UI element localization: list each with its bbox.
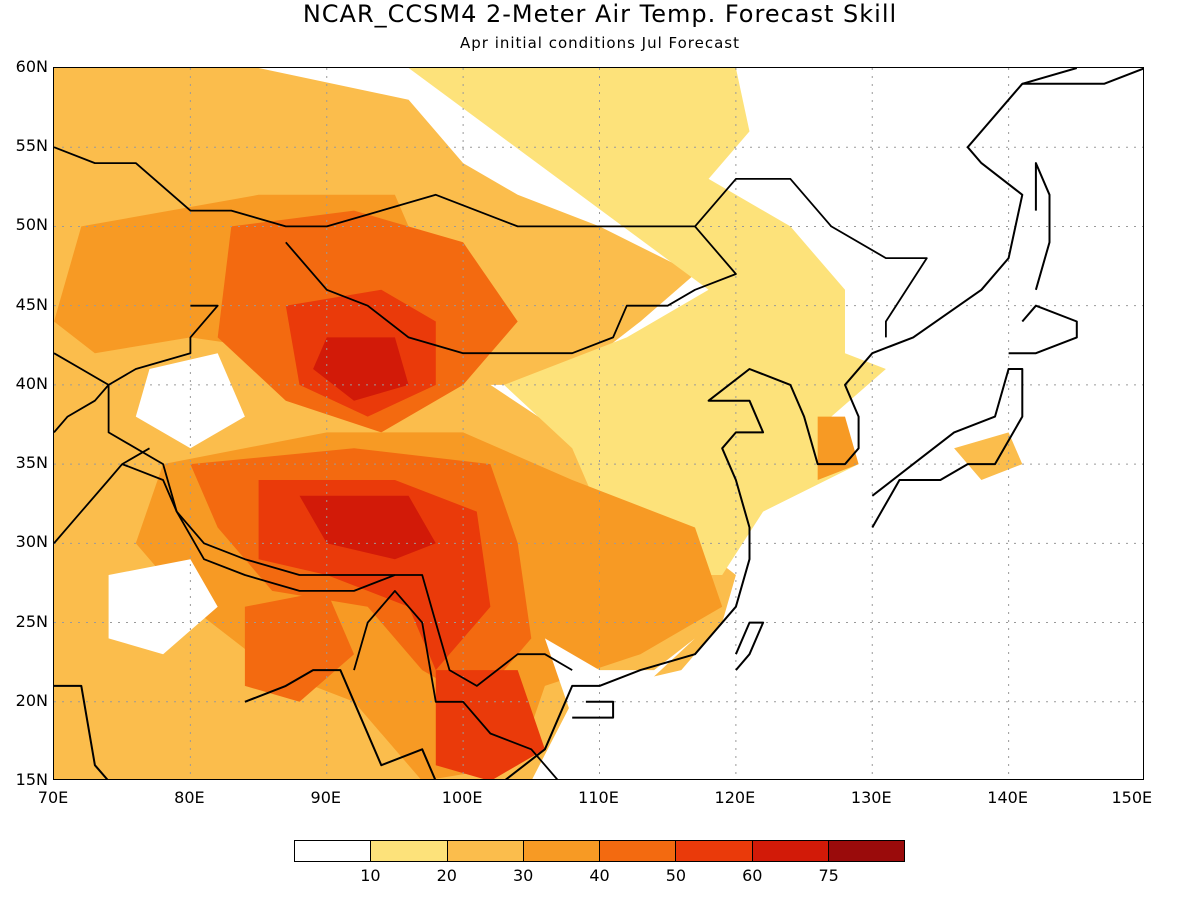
map-title: NCAR_CCSM4 2-Meter Air Temp. Forecast Sk… [302,0,898,28]
region-indochina-red [435,670,545,779]
lon-label: 140E [987,788,1028,807]
coastline-sakhalin-coast [1034,162,1051,291]
colorbar-bin [676,841,753,861]
lon-label: 130E [850,788,892,807]
lon-label: 110E [578,788,619,807]
coastline-hokkaido-coast [1008,304,1078,355]
coastline-taiwan-coast [734,621,765,671]
colorbar-bin [371,841,448,861]
map-subtitle: Apr initial conditions Jul Forecast [459,34,740,52]
coastline-japan-coast [871,368,1024,528]
lon-label: 100E [441,788,483,807]
border-kazakh-china-border [107,304,573,687]
lat-label: 15N [15,770,48,789]
region-mongolia-deep [313,337,409,401]
border-central-asia-border [54,352,110,433]
colorbar-tick-label: 20 [436,866,457,885]
border-russia-border [54,146,928,338]
lat-label: 60N [15,57,48,76]
region-northeast-asia-yellow [408,68,886,575]
colorbar-tick-label: 10 [360,866,381,885]
map-svg [54,68,1143,779]
colorbar-bin [447,841,524,861]
region-korea-orange [817,416,859,480]
coastline-east-asia-coast [504,68,1078,779]
colorbar-bin [600,841,677,861]
lon-label: 90E [310,788,341,807]
skill-shading-layer [54,68,1023,779]
lon-label: 150E [1111,788,1153,807]
colorbar-bin [295,841,372,861]
lat-label: 55N [15,136,48,156]
colorbar-tick-label: 60 [742,866,763,885]
lat-label: 25N [15,611,48,631]
border-layer [54,146,928,779]
lon-label: 80E [174,788,205,807]
region-tibet-deep [299,495,436,560]
coastline-layer [54,68,1143,779]
colorbar-tick-label: 75 [818,866,839,885]
coastline-kamchatka-coast [1022,68,1143,85]
lat-label: 20N [15,690,48,710]
map-plot-area[interactable] [53,67,1144,780]
colorbar-tick-label: 50 [665,866,687,885]
colorbar-tick-label: 40 [589,866,610,885]
lon-label: 70E [37,788,69,807]
border-mongolia-border [285,225,737,355]
colorbar-bin [523,841,600,861]
lat-label: 45N [15,294,48,314]
coastline-hainan-coast [572,700,615,719]
region-sea-yellow [722,305,845,417]
lat-label: 40N [15,373,48,393]
colorbar-tick-label: 30 [512,866,534,885]
lat-label: 30N [15,532,48,552]
region-tarim-white [135,353,245,449]
colorbar [294,840,905,862]
region-bengal-red [244,590,354,702]
region-india-white [108,559,218,655]
lat-label: 50N [15,215,48,235]
lat-label: 35N [15,453,48,473]
border-himalaya-border [121,463,396,592]
lon-label: 120E [714,788,756,807]
coastline-bengal-coast [244,669,437,779]
colorbar-bin [752,841,829,861]
coastline-india-bengal-coast [54,684,109,779]
border-pakistan-border [54,447,150,544]
border-indochina-border [353,590,559,779]
colorbar-bin [828,841,904,861]
region-japan-orange [954,432,1023,480]
